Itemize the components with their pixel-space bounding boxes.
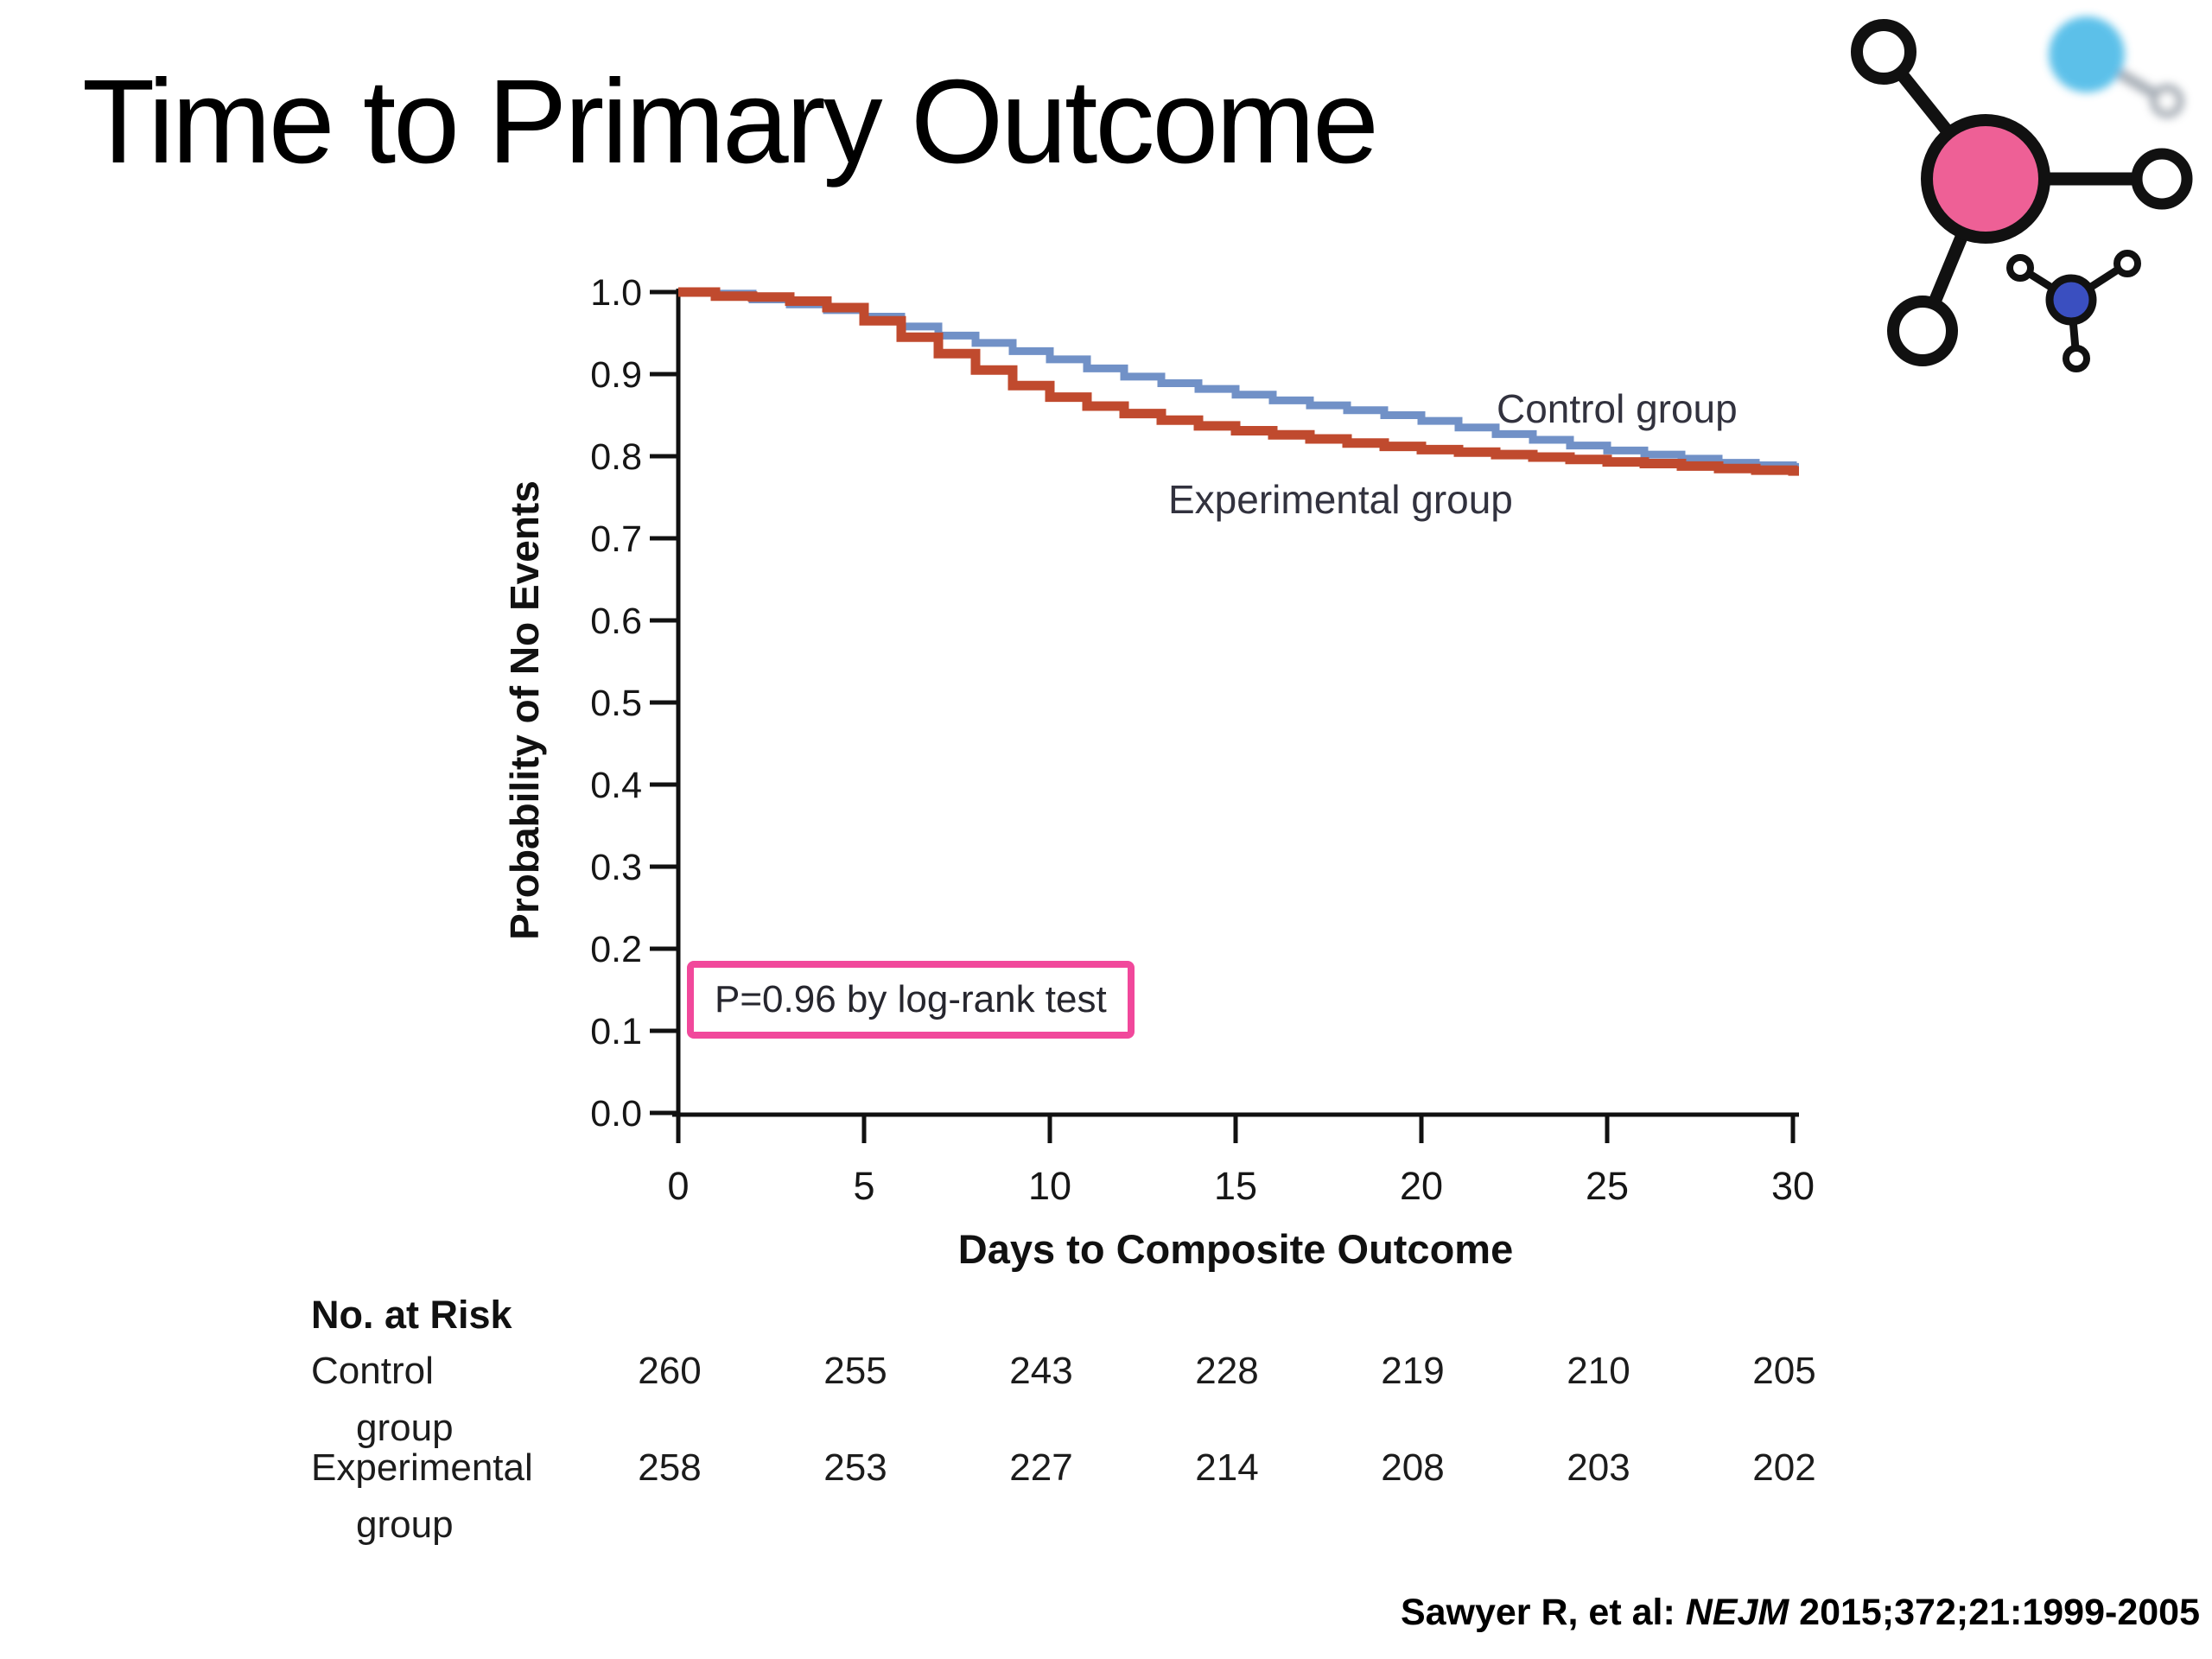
risk-table-heading: No. at Risk (311, 1293, 512, 1337)
risk-value-cell: 258 (638, 1446, 702, 1489)
y-axis-title: Probability of No Events (502, 480, 547, 940)
experimental-group-curve-label: Experimental group (1168, 477, 1513, 522)
y-tick-label: 0.9 (590, 354, 642, 396)
risk-value-cell: 228 (1195, 1350, 1259, 1392)
y-tick-label: 0.8 (590, 436, 642, 478)
risk-value-cell: 243 (1009, 1350, 1073, 1392)
y-tick-label: 0.1 (590, 1011, 642, 1052)
x-tick-label: 30 (1771, 1164, 1815, 1208)
y-tick-label: 0.3 (590, 847, 642, 888)
y-tick-label: 0.0 (590, 1093, 642, 1135)
citation-prefix: Sawyer R, et al: (1400, 1592, 1686, 1633)
risk-value-cell: 202 (1752, 1446, 1816, 1489)
risk-row-label-line2: group (356, 1407, 454, 1449)
risk-value-cell: 214 (1195, 1446, 1259, 1489)
risk-value-cell: 219 (1381, 1350, 1445, 1392)
risk-value-cell: 253 (823, 1446, 887, 1489)
pvalue-annotation-box: P=0.96 by log-rank test (687, 961, 1135, 1039)
risk-row-label: Experimental (311, 1446, 533, 1489)
experimental-curve (678, 287, 1799, 476)
molecule-logo-icon (1851, 16, 2193, 372)
risk-value-cell: 205 (1752, 1350, 1816, 1392)
y-tick-label: 0.7 (590, 518, 642, 560)
citation-journal: NEJM (1685, 1592, 1789, 1633)
cyan-molecule (2049, 16, 2184, 118)
risk-value-cell: 203 (1567, 1446, 1630, 1489)
x-axis-title: Days to Composite Outcome (957, 1226, 1514, 1272)
x-tick-label: 15 (1214, 1164, 1257, 1208)
risk-value-cell: 208 (1381, 1446, 1445, 1489)
x-tick-label: 25 (1586, 1164, 1629, 1208)
risk-value-cell: 255 (823, 1350, 887, 1392)
page-title: Time to Primary Outcome (82, 55, 1379, 188)
pink-molecule (1851, 19, 2193, 366)
y-tick-label: 0.4 (590, 765, 642, 806)
risk-row-label: Control (311, 1350, 434, 1392)
x-tick-label: 10 (1028, 1164, 1071, 1208)
citation: Sawyer R, et al: NEJM 2015;372;21:1999-2… (1401, 1592, 2200, 1634)
x-tick-label: 20 (1400, 1164, 1443, 1208)
risk-value-cell: 260 (638, 1350, 702, 1392)
y-tick-label: 0.2 (590, 929, 642, 970)
risk-value-cell: 210 (1567, 1350, 1630, 1392)
y-tick-label: 0.5 (590, 683, 642, 724)
x-tick-label: 5 (853, 1164, 874, 1208)
y-tick-label: 1.0 (590, 272, 642, 314)
blue-molecule (2006, 250, 2141, 372)
risk-value-cell: 227 (1009, 1446, 1073, 1489)
citation-suffix: 2015;372;21:1999-2005 (1789, 1592, 2200, 1633)
control-curve (678, 288, 1799, 471)
risk-row-label-line2: group (356, 1503, 454, 1546)
y-tick-label: 0.6 (590, 601, 642, 642)
control-group-curve-label: Control group (1497, 386, 1738, 431)
x-tick-label: 0 (667, 1164, 689, 1208)
